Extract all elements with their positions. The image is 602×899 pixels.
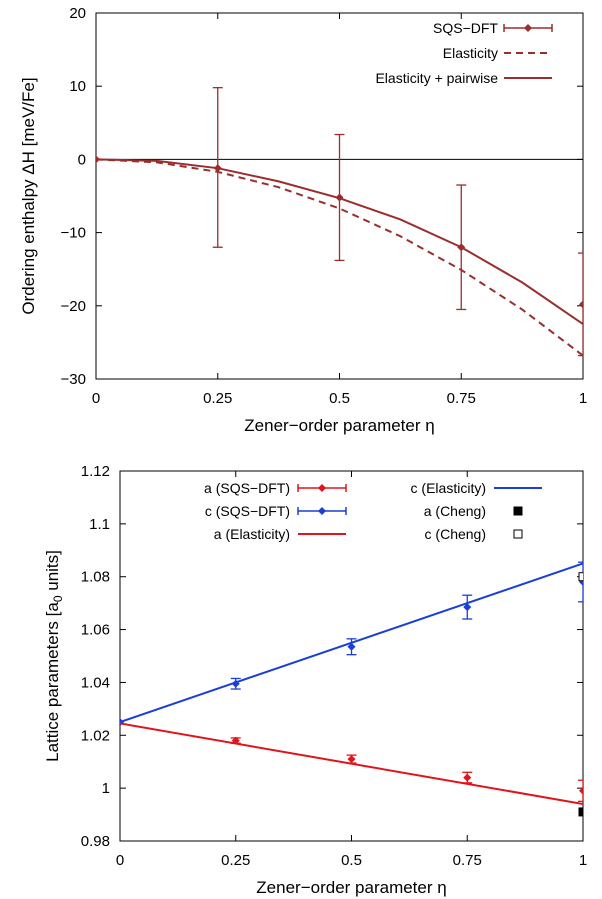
x-tick-label: 0.5 [329,390,350,407]
legend-marker [318,484,326,492]
legend-marker [513,506,523,516]
y-axis-label-tail: units] [43,550,62,595]
x-tick-label: 0 [116,852,124,869]
x-tick-label: 0 [92,390,100,407]
series-line-2 [96,158,583,325]
y-tick-label: −20 [61,298,86,315]
lattice-parameters-chart: 0 0.25 0.5 0.75 1 0.98 1 1.02 1.04 1.06 1.08 1.1 1.1… [43,463,587,897]
x-axis-label: Zener−order parameter η [256,878,446,897]
plot-area [96,87,583,357]
x-tick-label: 1 [579,390,587,407]
data-point [463,773,472,782]
x-tick-label: 0.5 [341,852,362,869]
y-axis-label-subscript: 0 [51,595,65,602]
y-tick-label: 1.06 [81,622,110,639]
y-axis-label: Ordering enthalpy ΔH [meV/Fe] [19,77,38,314]
plot-frame [119,470,584,842]
series-line-1 [96,158,583,357]
enthalpy-chart: 0 0.25 0.5 0.75 1 −30 −20 −10 0 10 20 Zener−order p… [19,5,587,435]
x-tick-label: 1 [579,852,587,869]
legend-label: Elasticity [443,45,498,61]
y-tick-label: 1.04 [81,674,110,691]
legend-label: a (SQS−DFT) [204,480,290,496]
y-axis-label: Lattice parameters [a0 units] [43,550,65,762]
data-point [463,603,472,612]
legend-marker [524,24,532,32]
y-tick-label: −10 [61,225,86,242]
legend-label: c (SQS−DFT) [205,503,290,519]
legend-label: SQS−DFT [433,20,498,36]
x-tick-label: 0.25 [203,390,232,407]
data-point [578,572,583,582]
legend-label: c (Elasticity) [411,480,486,496]
y-tick-label: 20 [69,5,86,22]
legend-label: Elasticity + pairwise [375,70,498,86]
x-axis-label: Zener−order parameter η [244,416,434,435]
data-point [347,642,356,651]
y-tick-label: 1.08 [81,569,110,586]
y-tick-label: 1.02 [81,727,110,744]
data-point [579,786,583,795]
plot-area [120,561,583,817]
y-tick-label: 0 [78,151,86,168]
legend-label: a (Elasticity) [214,526,290,542]
y-tick-label: 1.12 [81,463,110,480]
y-tick-label: 1.1 [89,516,110,533]
y-axis-label-main: Ordering enthalpy ΔH [meV/Fe] [19,77,38,314]
legend-label: a (Cheng) [424,503,486,519]
y-axis-label-main: Lattice parameters [a [43,602,62,762]
series-line-2 [120,722,583,805]
legend-label: c (Cheng) [425,526,486,542]
x-tick-label: 0.75 [453,852,482,869]
y-tick-label: 1 [102,780,110,797]
data-point [578,807,583,817]
legend-marker [513,529,523,539]
x-tick-label: 0.75 [447,390,476,407]
y-tick-label: 0.98 [81,833,110,850]
legend-marker [318,507,326,515]
y-tick-label: −30 [61,371,86,388]
data-point [579,300,583,309]
y-tick-label: 10 [69,78,86,95]
data-point [347,755,356,764]
x-tick-label: 0.25 [221,852,250,869]
series-line-3 [120,562,583,724]
